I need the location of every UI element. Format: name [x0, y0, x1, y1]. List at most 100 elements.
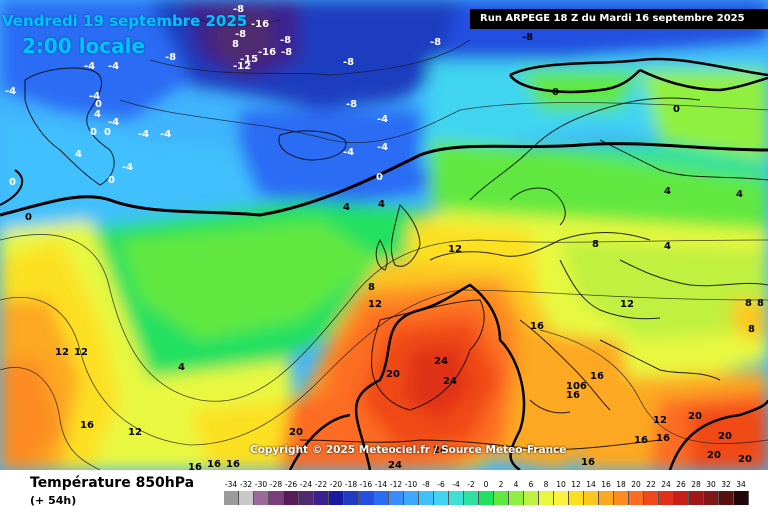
- map-value-label: 106: [566, 381, 587, 392]
- map-value-label: 0: [108, 175, 115, 186]
- scale-color-swatch: [344, 491, 359, 505]
- map-value-label: 8: [748, 324, 755, 335]
- map-value-label: -16: [258, 47, 277, 58]
- map-value-label: -12: [233, 61, 252, 72]
- scale-tick-label: -8: [422, 480, 430, 489]
- map-value-label: 24: [434, 356, 448, 367]
- scale-tick-label: 18: [616, 480, 626, 489]
- scale-tick-label: -4: [452, 480, 460, 489]
- scale-color-swatch: [284, 491, 299, 505]
- scale-color-swatch: [269, 491, 284, 505]
- map-value-label: 20: [707, 450, 721, 461]
- map-value-label: -8: [522, 32, 534, 43]
- scale-color-swatch: [464, 491, 479, 505]
- scale-color-swatch: [419, 491, 434, 505]
- map-value-label: 0: [376, 172, 383, 183]
- map-value-label: 12: [448, 244, 462, 255]
- map-value-label: 4: [75, 149, 82, 160]
- map-value-label: 16: [188, 462, 202, 473]
- scale-tick-label: 10: [556, 480, 566, 489]
- scale-color-swatch: [494, 491, 509, 505]
- scale-color-swatch: [599, 491, 614, 505]
- scale-tick-label: 30: [706, 480, 716, 489]
- map-value-label: 4: [94, 109, 101, 120]
- scale-tick-label: 0: [483, 480, 489, 489]
- map-value-label: 4: [343, 202, 350, 213]
- scale-color-swatch: [629, 491, 644, 505]
- scale-tick-label: 28: [691, 480, 701, 489]
- scale-tick-label: 12: [571, 480, 581, 489]
- scale-tick-label: -32: [239, 480, 253, 489]
- map-value-label: 12: [74, 347, 88, 358]
- scale-color-swatch: [314, 491, 329, 505]
- map-value-label: -8: [165, 52, 177, 63]
- scale-color-swatch: [719, 491, 734, 505]
- map-value-label: 20: [718, 431, 732, 442]
- map-value-label: 4: [664, 186, 671, 197]
- map-value-label: 24: [443, 376, 457, 387]
- forecast-date: Vendredi 19 septembre 2025: [2, 12, 248, 30]
- scale-color-swatch: [674, 491, 689, 505]
- map-value-label: -4: [343, 147, 355, 158]
- copyright-notice: Copyright © 2025 Meteociel.fr / Source M…: [250, 444, 567, 456]
- map-value-label: -16: [251, 19, 270, 30]
- scale-tick-label: -16: [359, 480, 373, 489]
- scale-tick-label: 22: [646, 480, 656, 489]
- scale-color-swatch: [584, 491, 599, 505]
- scale-color-swatch: [734, 491, 749, 505]
- map-value-label: 12: [55, 347, 69, 358]
- map-value-label: -4: [89, 91, 101, 102]
- scale-color-swatch: [569, 491, 584, 505]
- map-value-label: 8: [232, 39, 239, 50]
- forecast-time: 2:00 locale: [22, 34, 146, 58]
- map-value-label: 16: [634, 435, 648, 446]
- map-value-label: 0: [9, 177, 16, 188]
- scale-tick-label: 24: [661, 480, 671, 489]
- scale-color-swatch: [689, 491, 704, 505]
- map-value-label: -8: [280, 35, 292, 46]
- scale-color-swatch: [254, 491, 269, 505]
- map-value-label: 16: [566, 390, 580, 401]
- map-value-label: -4: [138, 129, 150, 140]
- scale-color-swatch: [614, 491, 629, 505]
- scale-tick-label: -12: [389, 480, 403, 489]
- map-value-label: -4: [377, 114, 389, 125]
- scale-tick-label: -28: [269, 480, 283, 489]
- scale-tick-label: 6: [528, 480, 534, 489]
- map-value-label: -4: [84, 61, 96, 72]
- map-value-label: -4: [5, 86, 17, 97]
- map-value-label: 4: [664, 241, 671, 252]
- map-value-label: 0: [90, 127, 97, 138]
- scale-color-swatch: [524, 491, 539, 505]
- scale-tick-label: -30: [254, 480, 268, 489]
- map-value-label: 4: [178, 362, 185, 373]
- map-value-label: 24: [388, 460, 402, 471]
- scale-tick-label: -18: [344, 480, 358, 489]
- scale-tick-label: -20: [329, 480, 343, 489]
- map-value-label: -8: [235, 29, 247, 40]
- scale-tick-label: 8: [543, 480, 549, 489]
- temperature-map: [0, 0, 768, 470]
- model-run-info: Run ARPEGE 18 Z du Mardi 16 septembre 20…: [470, 9, 768, 29]
- map-value-label: 4: [378, 199, 385, 210]
- map-value-label: -4: [160, 129, 172, 140]
- lead-time: (+ 54h): [30, 494, 77, 507]
- variable-title: Température 850hPa: [30, 475, 195, 491]
- map-value-label: 0: [95, 99, 102, 110]
- scale-color-swatch: [554, 491, 569, 505]
- map-value-label: 0: [552, 87, 559, 98]
- map-footer: Température 850hPa (+ 54h) -34 -32 -30 -28-…: [0, 470, 768, 512]
- map-value-label: -15: [240, 54, 259, 65]
- map-value-label: -4: [377, 142, 389, 153]
- map-value-label: 4: [736, 189, 743, 200]
- map-value-label: 20: [386, 369, 400, 380]
- map-value-label: 16: [226, 459, 240, 470]
- map-value-label: -4: [108, 61, 120, 72]
- scale-color-swatch: [539, 491, 554, 505]
- map-value-label: -8: [281, 47, 293, 58]
- scale-tick-label: 4: [513, 480, 519, 489]
- scale-color-swatch: [434, 491, 449, 505]
- map-value-label: 12: [128, 427, 142, 438]
- scale-color-swatch: [509, 491, 524, 505]
